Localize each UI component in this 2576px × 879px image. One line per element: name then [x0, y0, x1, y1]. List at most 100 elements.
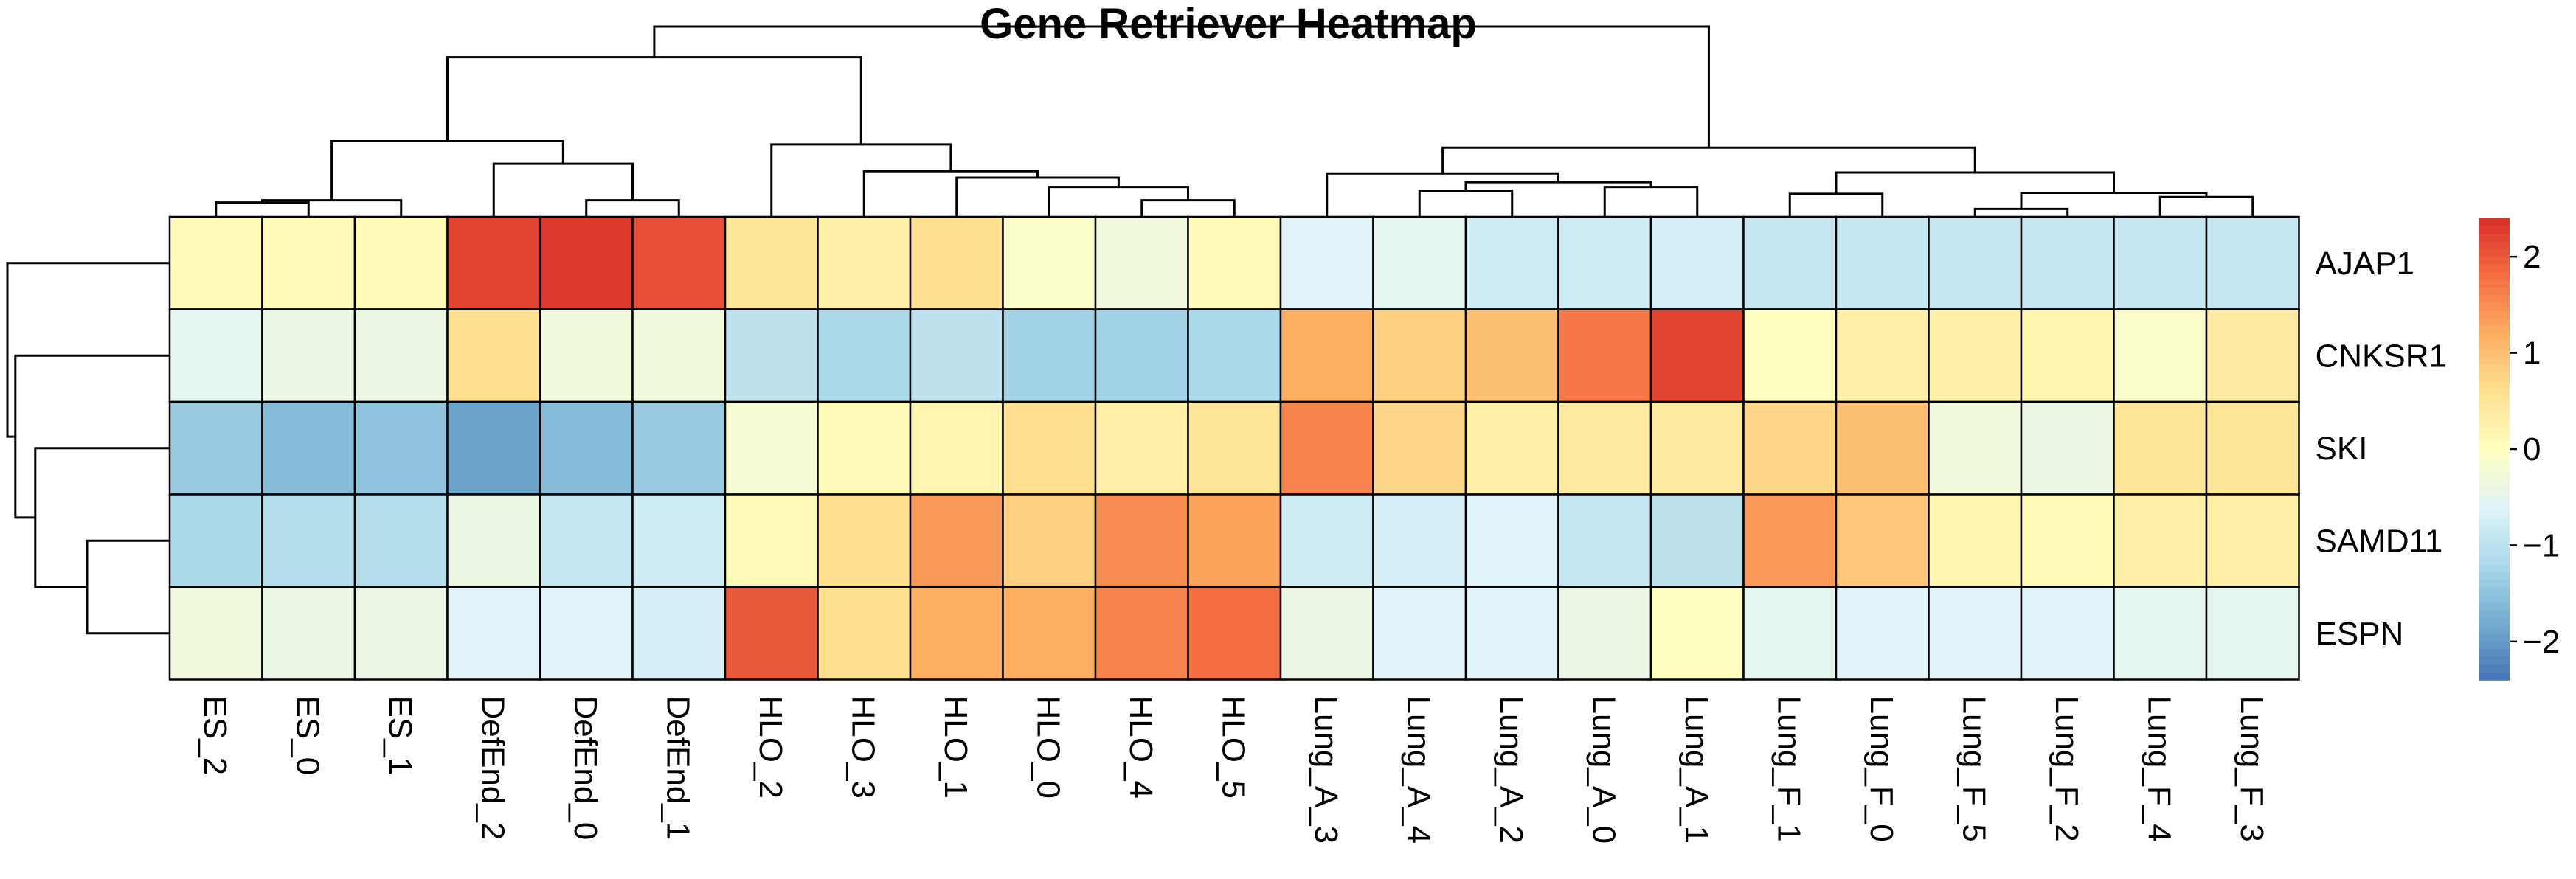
column-label: Lung_A_4: [1400, 696, 1436, 844]
column-label: Lung_F_5: [1956, 696, 1992, 842]
legend-color-step: [2479, 233, 2510, 243]
heatmap-cells: [168, 215, 2300, 681]
column-dendrogram-branch: [330, 139, 564, 201]
row-dendrogram: [6, 262, 170, 635]
column-label: Lung_A_2: [1493, 696, 1529, 844]
heatmap-cell: [1742, 400, 1838, 496]
heatmap-cell: [1742, 586, 1838, 681]
legend-color-step: [2479, 226, 2510, 234]
column-dendrogram-branch: [492, 162, 634, 217]
heatmap-cell: [909, 400, 1004, 496]
heatmap-cell: [631, 586, 727, 681]
heatmap-cell: [2020, 493, 2115, 588]
column-dendrogram-branch: [1973, 207, 2069, 217]
legend-color-step: [2479, 395, 2510, 404]
legend-color-step: [2479, 387, 2510, 396]
legend-color-step: [2479, 541, 2510, 550]
heatmap-cell: [1094, 586, 1189, 681]
column-dendrogram-branch: [261, 199, 403, 217]
heatmap-cell: [909, 215, 1004, 310]
legend-color-step: [2479, 625, 2510, 635]
legend-color-step: [2479, 318, 2510, 327]
row-label: SAMD11: [2316, 523, 2443, 559]
column-label: Lung_F_3: [2234, 696, 2270, 842]
legend-color-step: [2479, 472, 2510, 481]
column-dendrogram-branch: [770, 143, 952, 217]
heatmap-cell: [1094, 400, 1189, 496]
heatmap-cell: [724, 308, 819, 403]
heatmap-cell: [353, 493, 449, 588]
legend-color-step: [2479, 380, 2510, 389]
heatmap-cell: [539, 493, 634, 588]
heatmap-cell: [1835, 400, 1930, 496]
chart-title: Gene Retriever Heatmap: [980, 0, 1477, 48]
heatmap-cell: [1649, 586, 1745, 681]
legend-color-step: [2479, 364, 2510, 373]
color-legend: −2 −1 0 1 2: [2479, 218, 2560, 681]
heatmap-cell: [446, 586, 541, 681]
heatmap-cell: [446, 493, 541, 588]
heatmap-cell: [1279, 308, 1374, 403]
legend-color-step: [2479, 310, 2510, 319]
legend-color-step: [2479, 441, 2510, 450]
column-label: HLO_2: [752, 696, 789, 799]
heatmap-cell: [1002, 493, 1097, 588]
legend-color-step: [2479, 349, 2510, 358]
legend-color-step: [2479, 410, 2510, 420]
heatmap-cell: [1279, 586, 1374, 681]
legend-color-step: [2479, 518, 2510, 527]
heatmap-cell: [817, 215, 912, 310]
heatmap-cell: [2205, 586, 2300, 681]
heatmap-cell: [353, 215, 449, 310]
heatmap-cell: [1464, 215, 1559, 310]
legend-color-step: [2479, 564, 2510, 573]
heatmap-cell: [1372, 308, 1467, 403]
column-dendrogram-branch: [1140, 199, 1236, 217]
heatmap-cell: [446, 308, 541, 403]
heatmap-cell: [1649, 400, 1745, 496]
heatmap-cell: [909, 586, 1004, 681]
heatmap-cell: [1557, 215, 1652, 310]
legend-color-step: [2479, 372, 2510, 381]
column-dendrogram-branch: [1603, 186, 1699, 217]
legend-color-step: [2479, 672, 2510, 681]
column-dendrogram-branch: [1835, 171, 2115, 194]
heatmap-cell: [817, 586, 912, 681]
heatmap-cell: [1002, 586, 1097, 681]
column-dendrogram-branch: [1418, 189, 1514, 217]
heatmap-cell: [1187, 586, 1282, 681]
column-labels: ES_2 ES_0 ES_1 DefEnd_2 DefEnd_0 DefEnd_1 HLO_…: [197, 696, 2270, 844]
legend-color-step: [2479, 633, 2510, 642]
heatmap-cell: [168, 586, 263, 681]
heatmap-cell: [1094, 215, 1189, 310]
heatmap-cell: [2020, 308, 2115, 403]
heatmap-cell: [909, 493, 1004, 588]
heatmap-cell: [631, 215, 727, 310]
column-label: HLO_1: [938, 696, 974, 799]
heatmap-cell: [539, 215, 634, 310]
heatmap-cell: [631, 493, 727, 588]
heatmap-cell: [1279, 215, 1374, 310]
legend-color-step: [2479, 295, 2510, 304]
column-dendrogram-branch: [446, 56, 862, 145]
legend-color-step: [2479, 656, 2510, 665]
row-label: SKI: [2316, 431, 2368, 467]
legend-color-step: [2479, 602, 2510, 611]
heatmap-cell: [2113, 493, 2208, 588]
column-label: ES_2: [197, 696, 233, 776]
heatmap-cell: [1649, 215, 1745, 310]
heatmap-cell: [168, 400, 263, 496]
legend-color-step: [2479, 356, 2510, 366]
heatmap-cell: [1372, 493, 1467, 588]
legend-color-step: [2479, 272, 2510, 281]
heatmap-cell: [446, 215, 541, 310]
heatmap-cell: [724, 215, 819, 310]
legend-tick-label: 1: [2523, 336, 2541, 372]
column-label: Lung_F_2: [2049, 696, 2085, 842]
heatmap-cell: [1372, 586, 1467, 681]
legend-color-step: [2479, 257, 2510, 265]
column-label: HLO_4: [1123, 696, 1159, 799]
row-labels: AJAP1 CNKSR1 SKI SAMD11 ESPN: [2316, 246, 2448, 652]
heatmap-cell: [631, 400, 727, 496]
legend-color-step: [2479, 533, 2510, 542]
